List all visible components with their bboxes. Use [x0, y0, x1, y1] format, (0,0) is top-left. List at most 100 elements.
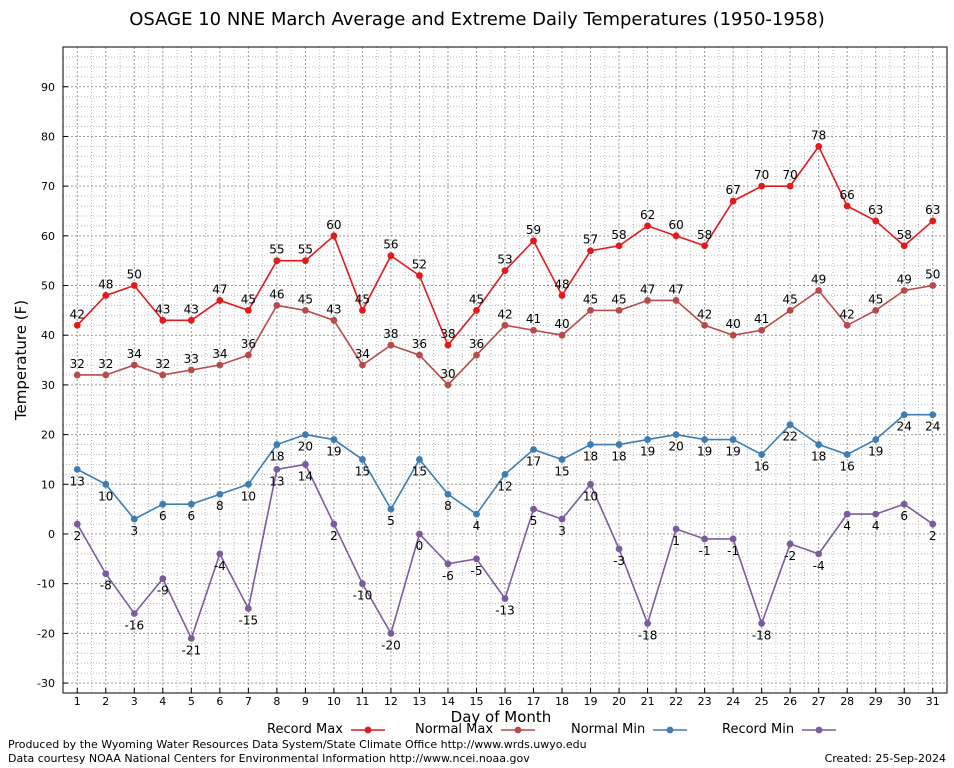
- data-label: 18: [583, 450, 598, 464]
- data-point: [615, 306, 623, 314]
- data-point: [159, 575, 167, 583]
- data-label: 15: [412, 464, 427, 478]
- data-point: [444, 560, 452, 568]
- data-point: [558, 456, 566, 463]
- x-tick-label: 6: [216, 695, 223, 708]
- data-label: 20: [298, 440, 313, 454]
- data-label: 58: [697, 228, 712, 242]
- data-label: 19: [725, 445, 740, 459]
- y-tick-label: -30: [37, 677, 55, 690]
- data-label: -16: [124, 618, 144, 632]
- data-label: 47: [212, 282, 227, 296]
- data-point: [444, 490, 452, 498]
- data-label: -18: [752, 628, 772, 642]
- legend-normal-max: Normal Max: [415, 722, 536, 738]
- data-point: [187, 316, 195, 324]
- x-tick-label: 19: [584, 695, 598, 708]
- data-point: [330, 520, 338, 528]
- x-tick-label: 29: [869, 695, 883, 708]
- data-label: -13: [495, 604, 515, 618]
- data-point: [159, 371, 167, 379]
- y-tick-label: 30: [41, 379, 55, 392]
- data-label: 41: [526, 312, 541, 326]
- x-tick-label: 13: [412, 695, 426, 708]
- data-point: [501, 321, 509, 329]
- legend-swatch-marker: [815, 726, 823, 733]
- data-point: [900, 411, 908, 419]
- x-tick-label: 9: [302, 695, 309, 708]
- data-point: [843, 451, 851, 458]
- x-tick-label: 18: [555, 695, 569, 708]
- data-point: [786, 421, 794, 429]
- data-point: [815, 287, 823, 294]
- data-label: 45: [241, 292, 256, 306]
- data-point: [130, 515, 138, 523]
- data-label: -6: [442, 569, 454, 583]
- x-tick-label: 28: [840, 695, 854, 708]
- data-point: [558, 515, 566, 523]
- legend-swatch: [501, 726, 536, 733]
- data-label: 12: [497, 479, 512, 493]
- data-label: 43: [184, 302, 199, 316]
- data-point: [701, 436, 709, 443]
- y-tick-label: 70: [41, 180, 55, 193]
- data-label: 60: [326, 218, 341, 232]
- data-label: 15: [554, 464, 569, 478]
- data-point: [929, 282, 937, 289]
- data-label: 19: [868, 445, 883, 459]
- data-label: 36: [241, 337, 256, 351]
- data-label: -1: [727, 544, 739, 558]
- data-point: [701, 535, 709, 543]
- data-label: 16: [840, 459, 855, 473]
- data-point: [73, 321, 81, 329]
- data-label: -20: [381, 638, 401, 652]
- data-point: [301, 431, 309, 438]
- data-label: 45: [355, 292, 370, 306]
- data-point: [330, 316, 338, 324]
- data-point: [102, 480, 110, 488]
- data-label: 34: [212, 347, 227, 361]
- data-point: [130, 282, 138, 289]
- data-label: 22: [783, 430, 798, 444]
- data-point: [644, 436, 651, 443]
- data-label: 62: [640, 208, 655, 222]
- data-point: [244, 480, 252, 488]
- data-label: 33: [184, 352, 199, 366]
- data-point: [872, 436, 880, 443]
- data-point: [359, 580, 366, 588]
- data-label: -21: [182, 643, 202, 657]
- y-axis-label: Temperature (F): [12, 300, 30, 421]
- x-tick-label: 23: [698, 695, 712, 708]
- data-point: [672, 431, 680, 438]
- data-point: [73, 465, 81, 473]
- data-label: 6: [159, 509, 167, 523]
- data-label: 50: [127, 268, 142, 282]
- data-label: 15: [355, 464, 370, 478]
- data-point: [587, 306, 594, 314]
- data-point: [501, 595, 509, 602]
- data-label: 45: [868, 292, 883, 306]
- data-label: 53: [497, 253, 512, 267]
- data-point: [416, 530, 423, 538]
- legend-swatch: [350, 726, 385, 733]
- x-axis-label: Day of Month: [451, 708, 552, 726]
- data-label: 10: [98, 489, 113, 503]
- data-label: 5: [387, 514, 395, 528]
- footer-courtesy: Data courtesy NOAA National Centers for …: [8, 752, 530, 765]
- data-point: [187, 366, 195, 374]
- data-label: -18: [638, 628, 658, 642]
- data-point: [843, 510, 851, 518]
- data-point: [330, 436, 338, 443]
- data-point: [729, 436, 737, 443]
- data-point: [644, 297, 651, 304]
- data-label: 43: [326, 302, 341, 316]
- data-point: [929, 411, 937, 419]
- data-label: 47: [640, 282, 655, 296]
- data-point: [416, 351, 423, 359]
- footer-created: Created: 25-Sep-2024: [824, 752, 946, 765]
- data-point: [900, 287, 908, 294]
- data-point: [416, 272, 423, 279]
- data-label: 34: [355, 347, 370, 361]
- data-point: [587, 247, 594, 255]
- data-label: 78: [811, 128, 826, 142]
